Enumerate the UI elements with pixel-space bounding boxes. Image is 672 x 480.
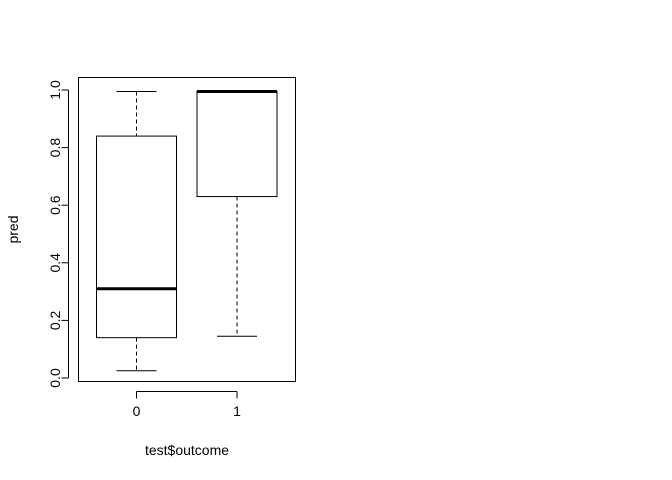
y-axis-title: pred bbox=[5, 215, 21, 243]
y-tick-label: 1.0 bbox=[47, 80, 63, 100]
y-tick-label: 0.6 bbox=[47, 195, 63, 215]
x-tick-label: 1 bbox=[233, 403, 241, 419]
iqr-box bbox=[96, 135, 177, 339]
y-tick-label: 0.8 bbox=[47, 138, 63, 158]
box-group-0 bbox=[96, 90, 177, 372]
box-group-1 bbox=[196, 89, 278, 337]
box-series bbox=[96, 89, 278, 372]
y-tick-label: 0.4 bbox=[47, 253, 63, 273]
iqr-box bbox=[196, 90, 278, 198]
y-tick-label: 0.2 bbox=[47, 310, 63, 330]
x-axis-title: test$outcome bbox=[145, 442, 229, 458]
plot-frame bbox=[78, 77, 296, 382]
y-tick-label: 0.0 bbox=[47, 368, 63, 388]
x-tick-label: 0 bbox=[133, 403, 141, 419]
y-axis: 0.0 0.2 0.4 0.6 0.8 1.0 bbox=[47, 80, 69, 388]
